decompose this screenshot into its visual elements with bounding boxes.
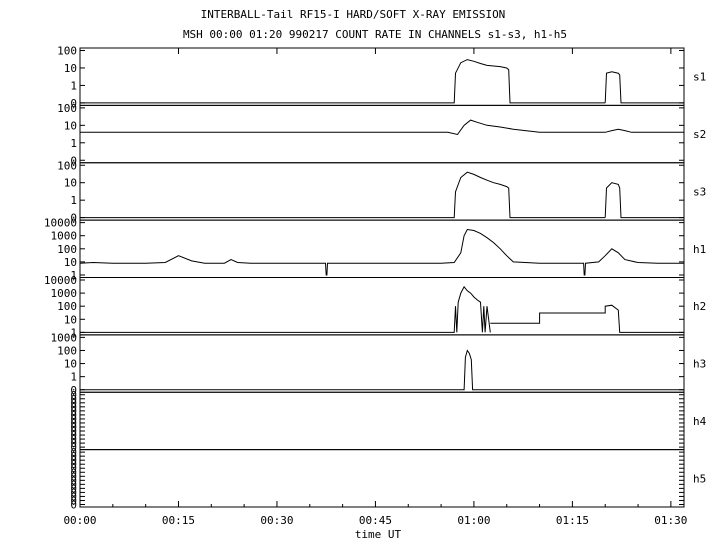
y-tick-label: 0 bbox=[70, 474, 77, 487]
y-tick-label: 1000 bbox=[51, 287, 78, 300]
y-tick-label: 10 bbox=[64, 119, 77, 132]
y-tick-label: 0 bbox=[70, 421, 77, 434]
y-tick-label: 0 bbox=[70, 499, 77, 512]
panel-frame-s2 bbox=[79, 104, 685, 164]
y-tick-label: 1 bbox=[70, 79, 77, 92]
panel-label-s1: s1 bbox=[693, 71, 706, 84]
y-tick-label: 1 bbox=[70, 326, 77, 339]
panel-frame-h3 bbox=[79, 334, 685, 393]
y-tick-label: 0 bbox=[70, 425, 77, 438]
x-tick-label: 01:00 bbox=[457, 514, 490, 527]
y-tick-label: 10 bbox=[64, 177, 77, 190]
y-tick-label: 100 bbox=[57, 344, 77, 357]
x-tick-label: 01:30 bbox=[654, 514, 687, 527]
y-tick-label: 100 bbox=[57, 45, 77, 58]
series-line-s1 bbox=[604, 71, 684, 104]
x-tick-label: 00:00 bbox=[63, 514, 96, 527]
y-tick-label: 100 bbox=[57, 102, 77, 115]
y-tick-label: 1 bbox=[70, 269, 77, 282]
panels-group: 1001010s11001010s21001010s31000010001001… bbox=[44, 45, 707, 512]
series-line-s2 bbox=[80, 119, 684, 136]
y-tick-label: 0 bbox=[70, 478, 77, 491]
panel-frame-h2 bbox=[79, 277, 685, 336]
panel-label-h1: h1 bbox=[693, 243, 706, 256]
y-tick-label: 0 bbox=[70, 486, 77, 499]
x-tick-label: 00:15 bbox=[162, 514, 195, 527]
y-tick-label: 0 bbox=[70, 389, 77, 402]
y-tick-label: 100 bbox=[57, 159, 77, 172]
chart-subtitle: MSH 00:00 01:20 990217 COUNT RATE IN CHA… bbox=[183, 28, 567, 41]
x-axis: 00:00 00:15 00:30 00:45 01:00 01:15 01:30 bbox=[63, 48, 687, 527]
y-tick-label: 0 bbox=[70, 437, 77, 450]
series-line-h2 bbox=[490, 304, 684, 333]
y-tick-label: 10000 bbox=[44, 217, 77, 230]
y-tick-label: 0 bbox=[70, 470, 77, 483]
y-tick-label: 1 bbox=[70, 371, 77, 384]
y-tick-label: 0 bbox=[70, 405, 77, 418]
y-tick-label: 0 bbox=[70, 397, 77, 410]
x-tick-label: 00:45 bbox=[359, 514, 392, 527]
panel-frame-s3 bbox=[79, 162, 685, 221]
y-tick-label: 1 bbox=[70, 137, 77, 150]
panel-frame-s1 bbox=[79, 47, 685, 106]
series-line-s3 bbox=[80, 171, 606, 219]
y-tick-label: 10 bbox=[64, 313, 77, 326]
y-tick-label: 0 bbox=[70, 450, 77, 463]
y-tick-label: 0 bbox=[70, 458, 77, 471]
panel-frame-h4 bbox=[79, 391, 685, 451]
y-tick-label: 0 bbox=[70, 466, 77, 479]
panel-label-h5: h5 bbox=[693, 472, 706, 485]
y-tick-label: 10 bbox=[64, 358, 77, 371]
panel-label-h2: h2 bbox=[693, 300, 706, 313]
y-tick-label: 0 bbox=[70, 413, 77, 426]
y-tick-label: 0 bbox=[70, 401, 77, 414]
series-line-s3 bbox=[604, 182, 684, 219]
chart-title: INTERBALL-Tail RF15-I HARD/SOFT X-RAY EM… bbox=[201, 8, 506, 21]
y-tick-label: 0 bbox=[70, 417, 77, 430]
panel-frame-h5 bbox=[79, 449, 685, 508]
x-tick-label: 00:30 bbox=[260, 514, 293, 527]
panel-label-h4: h4 bbox=[693, 415, 707, 428]
y-tick-label: 0 bbox=[70, 393, 77, 406]
y-tick-label: 10000 bbox=[44, 274, 77, 287]
y-tick-label: 0 bbox=[70, 446, 77, 459]
y-tick-label: 10 bbox=[64, 256, 77, 269]
series-line-s1 bbox=[80, 59, 606, 104]
y-tick-label: 0 bbox=[70, 482, 77, 495]
y-tick-label: 0 bbox=[70, 462, 77, 475]
y-tick-label: 1 bbox=[70, 194, 77, 207]
series-line-h1 bbox=[79, 228, 684, 276]
y-tick-label: 0 bbox=[70, 384, 77, 397]
x-axis-label: time UT bbox=[355, 528, 402, 541]
y-tick-label: 0 bbox=[70, 154, 77, 167]
y-tick-label: 0 bbox=[70, 409, 77, 422]
x-tick-label: 01:15 bbox=[556, 514, 589, 527]
y-tick-label: 0 bbox=[70, 97, 77, 110]
panel-label-h3: h3 bbox=[693, 358, 706, 371]
y-tick-label: 1000 bbox=[51, 230, 78, 243]
panel-label-s3: s3 bbox=[693, 185, 706, 198]
y-tick-label: 0 bbox=[70, 441, 77, 454]
y-tick-label: 0 bbox=[70, 429, 77, 442]
y-tick-label: 0 bbox=[70, 454, 77, 467]
y-tick-label: 0 bbox=[70, 490, 77, 503]
series-line-h2 bbox=[80, 285, 491, 333]
y-tick-label: 100 bbox=[57, 243, 77, 256]
y-tick-label: 1000 bbox=[51, 331, 78, 344]
series-line-h3 bbox=[80, 349, 684, 391]
y-tick-label: 0 bbox=[70, 494, 77, 507]
panel-label-s2: s2 bbox=[693, 128, 706, 141]
y-tick-label: 100 bbox=[57, 300, 77, 313]
y-tick-label: 10 bbox=[64, 62, 77, 75]
y-tick-label: 0 bbox=[70, 212, 77, 225]
y-tick-label: 0 bbox=[70, 433, 77, 446]
panel-frame-h1 bbox=[79, 219, 685, 278]
